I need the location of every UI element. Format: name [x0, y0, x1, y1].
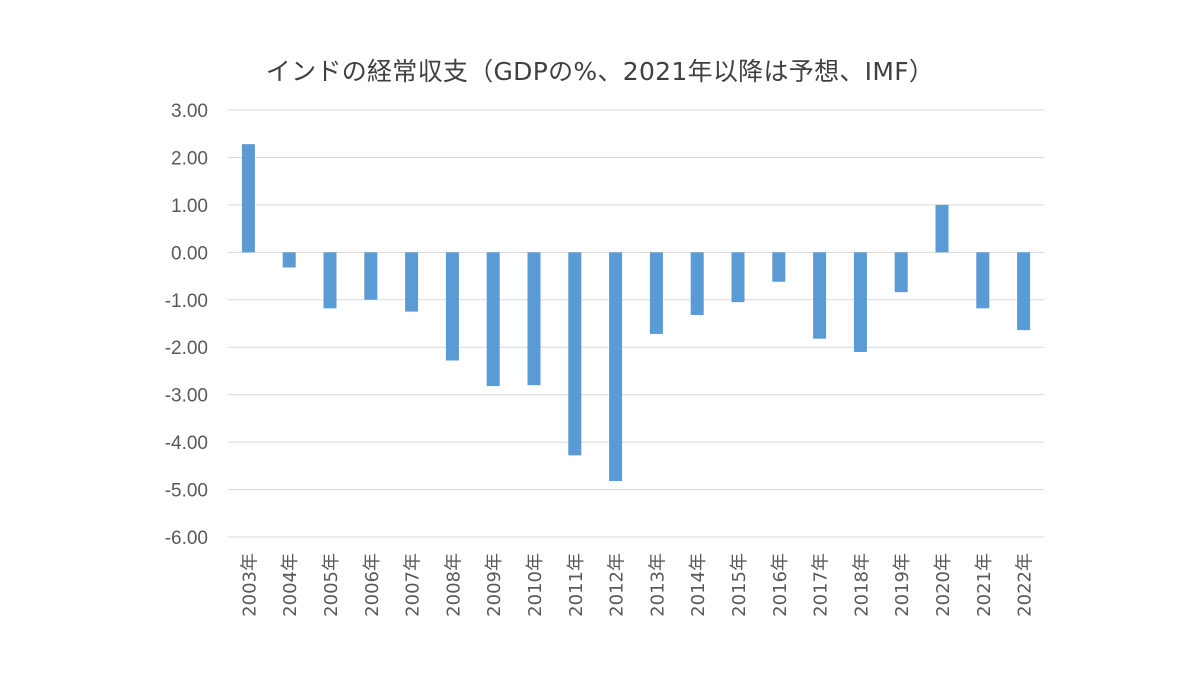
y-tick-label: -3.00 [165, 386, 208, 407]
bar [894, 252, 908, 293]
x-category-label: 2011年 [566, 553, 587, 617]
x-category-label: 2015年 [729, 553, 750, 617]
bar [690, 252, 704, 315]
bar [976, 252, 990, 309]
y-tick-label: 2.00 [171, 148, 208, 169]
bar [241, 144, 255, 253]
bar [282, 252, 296, 268]
x-category-label: 2005年 [321, 553, 342, 617]
y-tick-label: -1.00 [165, 291, 208, 312]
x-category-label: 2013年 [647, 553, 668, 617]
x-category-label: 2020年 [933, 553, 954, 617]
x-category-label: 2012年 [607, 553, 628, 617]
y-tick-label: 3.00 [171, 101, 208, 122]
bar [813, 252, 827, 339]
x-category-label: 2021年 [974, 553, 995, 617]
y-tick-label: -4.00 [165, 433, 208, 454]
bar [1017, 252, 1031, 331]
bar [445, 252, 459, 361]
x-category-label: 2007年 [403, 553, 424, 617]
x-category-label: 2003年 [239, 553, 260, 617]
x-category-label: 2018年 [851, 553, 872, 617]
bar [364, 252, 378, 300]
y-tick-label: -2.00 [165, 338, 208, 359]
x-category-label: 2016年 [770, 553, 791, 617]
chart-title: インドの経常収支（GDPの%、2021年以降は予想、IMF） [265, 57, 935, 86]
x-category-label: 2014年 [688, 553, 709, 617]
bar [935, 204, 949, 253]
bar [853, 252, 867, 352]
y-tick-label: -5.00 [165, 481, 208, 502]
x-category-label: 2022年 [1015, 553, 1036, 617]
bar [731, 252, 745, 303]
y-tick-label: -6.00 [165, 528, 208, 549]
bar [568, 252, 582, 456]
bar [772, 252, 786, 282]
bar [609, 252, 623, 482]
x-category-label: 2008年 [443, 553, 464, 617]
x-category-label: 2004年 [280, 553, 301, 617]
y-tick-label: 1.00 [171, 196, 208, 217]
x-category-label: 2010年 [525, 553, 546, 617]
bar [527, 252, 541, 386]
y-axis-tick-labels: 3.00 2.00 1.00 0.00 -1.00 -2.00 -3.00 -4.00 -5.0… [165, 101, 208, 549]
y-tick-label: 0.00 [171, 243, 208, 264]
bar-series [241, 144, 1031, 482]
x-category-label: 2009年 [484, 553, 505, 617]
gridlines [228, 109, 1044, 538]
x-axis-category-labels: 2003年 2004年 2005年 2006年 2007年 2008年 2009年 2010年… [239, 553, 1035, 617]
x-category-label: 2019年 [892, 553, 913, 617]
bar [405, 252, 419, 312]
bar [649, 252, 663, 334]
bar [323, 252, 337, 309]
x-category-label: 2017年 [811, 553, 832, 617]
x-category-label: 2006年 [362, 553, 383, 617]
bar [486, 252, 500, 387]
